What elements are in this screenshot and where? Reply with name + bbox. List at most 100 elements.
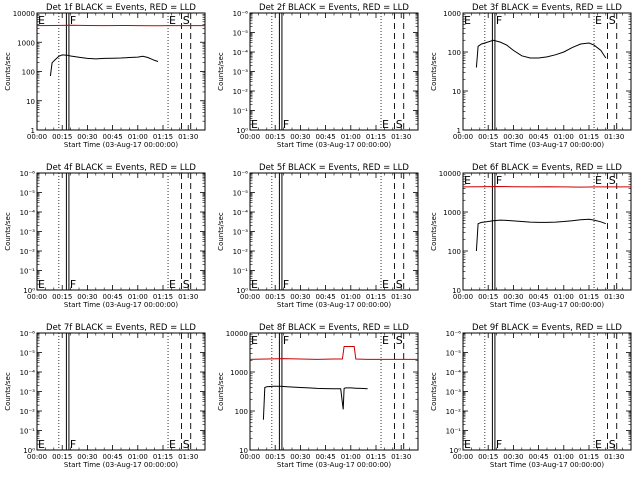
- x-tick-label: 01:00: [128, 453, 148, 461]
- x-tick-label: 01:15: [579, 293, 599, 301]
- series-line-lld: [462, 185, 631, 188]
- marker-label-f: F: [496, 438, 502, 451]
- y-tick-label: 1000: [443, 10, 461, 18]
- y-tick-label: 10000: [226, 330, 248, 338]
- y-tick-label: 10⁻²: [20, 408, 36, 416]
- marker-label-e-right: E: [382, 278, 389, 291]
- y-axis-label: Counts/sec: [4, 52, 12, 91]
- x-tick-label: 00:30: [290, 453, 310, 461]
- x-tick-label: 00:30: [290, 133, 310, 141]
- y-tick-label: 10: [452, 287, 461, 295]
- marker-label-s: S: [609, 438, 616, 451]
- x-tick-label: 01:30: [178, 453, 198, 461]
- x-tick-label: 00:00: [27, 133, 47, 141]
- panel-title: Det 3f BLACK = Events, RED = LLD: [472, 3, 622, 13]
- y-tick-label: 10: [26, 98, 35, 106]
- x-axis-label: Start Time (03-Aug-17 00:00:00): [490, 301, 604, 309]
- marker-label-f: F: [283, 334, 289, 347]
- x-tick-label: 00:30: [290, 293, 310, 301]
- y-tick-label: 10⁻³: [446, 389, 462, 397]
- marker-label-s: S: [609, 14, 616, 27]
- x-axis-label: Start Time (03-Aug-17 00:00:00): [490, 141, 604, 149]
- panel-title: Det 9f BLACK = Events, RED = LLD: [472, 323, 622, 333]
- plot-frame: [462, 332, 632, 451]
- y-tick-label: 10⁻⁴: [20, 369, 36, 377]
- y-tick-label: 10⁰: [236, 287, 248, 295]
- marker-label-f: F: [283, 118, 289, 131]
- y-tick-label: 10⁻¹: [233, 268, 249, 276]
- plot-frame: [36, 172, 206, 291]
- x-tick-label: 00:15: [52, 133, 72, 141]
- x-tick-label: 00:45: [103, 133, 123, 141]
- marker-label-f: F: [70, 14, 76, 27]
- x-tick-label: 00:15: [265, 453, 285, 461]
- x-tick-label: 01:00: [554, 133, 574, 141]
- x-tick-label: 01:00: [128, 293, 148, 301]
- x-tick-label: 01:30: [391, 133, 411, 141]
- x-tick-label: 00:00: [27, 293, 47, 301]
- detector-panel-6: Det 6f BLACK = Events, RED = LLD 10 100 100…: [430, 163, 632, 309]
- x-tick-label: 00:45: [316, 133, 336, 141]
- marker-label-e-right: E: [595, 174, 602, 187]
- series-line-events: [262, 385, 368, 420]
- marker-label-e-right: E: [169, 14, 176, 27]
- x-tick-label: 00:30: [77, 133, 97, 141]
- y-tick-label: 10000: [13, 10, 35, 18]
- marker-label-e-left: E: [464, 174, 471, 187]
- x-tick-label: 01:30: [178, 133, 198, 141]
- detector-panel-4: Det 4f BLACK = Events, RED = LLD 10⁰ 10⁻¹ 1…: [4, 163, 206, 309]
- x-tick-label: 00:45: [316, 293, 336, 301]
- marker-label-e-left: E: [251, 118, 258, 131]
- y-tick-label: 1000: [443, 209, 461, 217]
- y-tick-label: 10: [239, 447, 248, 455]
- y-axis-label: Counts/sec: [217, 52, 225, 91]
- series-line-events: [49, 54, 159, 77]
- x-tick-label: 01:00: [341, 133, 361, 141]
- marker-label-s: S: [183, 278, 190, 291]
- y-tick-label: 1: [457, 127, 461, 135]
- marker-label-e-left: E: [38, 278, 45, 291]
- marker-label-s: S: [396, 118, 403, 131]
- x-tick-label: 01:30: [391, 293, 411, 301]
- x-tick-label: 01:00: [554, 453, 574, 461]
- marker-label-e-right: E: [595, 14, 602, 27]
- x-tick-label: 00:15: [52, 293, 72, 301]
- x-tick-label: 01:15: [153, 293, 173, 301]
- y-tick-label: 10⁻¹: [446, 428, 462, 436]
- y-tick-label: 10⁻¹: [20, 268, 36, 276]
- plot-frame: [462, 172, 632, 291]
- y-axis-label: Counts/sec: [430, 52, 438, 91]
- panel-title: Det 2f BLACK = Events, RED = LLD: [259, 3, 409, 13]
- x-axis-label: Start Time (03-Aug-17 00:00:00): [490, 461, 604, 469]
- marker-label-s: S: [183, 14, 190, 27]
- marker-label-f: F: [70, 438, 76, 451]
- marker-label-e-left: E: [464, 14, 471, 27]
- x-tick-label: 01:15: [366, 133, 386, 141]
- x-tick-label: 00:15: [265, 293, 285, 301]
- y-tick-label: 10⁻⁵: [20, 350, 36, 358]
- y-tick-label: 10⁻²: [20, 248, 36, 256]
- x-axis-label: Start Time (03-Aug-17 00:00:00): [277, 301, 391, 309]
- x-tick-label: 00:30: [77, 453, 97, 461]
- y-axis-label: Counts/sec: [4, 372, 12, 411]
- marker-label-e-left: E: [251, 334, 258, 347]
- panel-title: Det 6f BLACK = Events, RED = LLD: [472, 163, 622, 173]
- x-tick-label: 00:45: [529, 293, 549, 301]
- marker-label-e-left: E: [464, 438, 471, 451]
- x-tick-label: 00:30: [503, 293, 523, 301]
- x-tick-label: 01:30: [178, 293, 198, 301]
- detector-panel-1: Det 1f BLACK = Events, RED = LLD 1 10 100 10…: [4, 3, 206, 149]
- y-tick-label: 10⁻⁴: [233, 209, 249, 217]
- marker-label-e-right: E: [169, 438, 176, 451]
- marker-label-f: F: [496, 14, 502, 27]
- y-tick-label: 10⁻⁵: [233, 30, 249, 38]
- series-line-lld: [249, 346, 418, 360]
- y-tick-label: 10⁻³: [20, 389, 36, 397]
- x-tick-label: 01:15: [153, 133, 173, 141]
- x-tick-label: 00:00: [453, 133, 473, 141]
- panel-title: Det 4f BLACK = Events, RED = LLD: [46, 163, 196, 173]
- panel-title: Det 8f BLACK = Events, RED = LLD: [259, 323, 409, 333]
- x-tick-label: 01:30: [391, 453, 411, 461]
- marker-label-e-right: E: [169, 278, 176, 291]
